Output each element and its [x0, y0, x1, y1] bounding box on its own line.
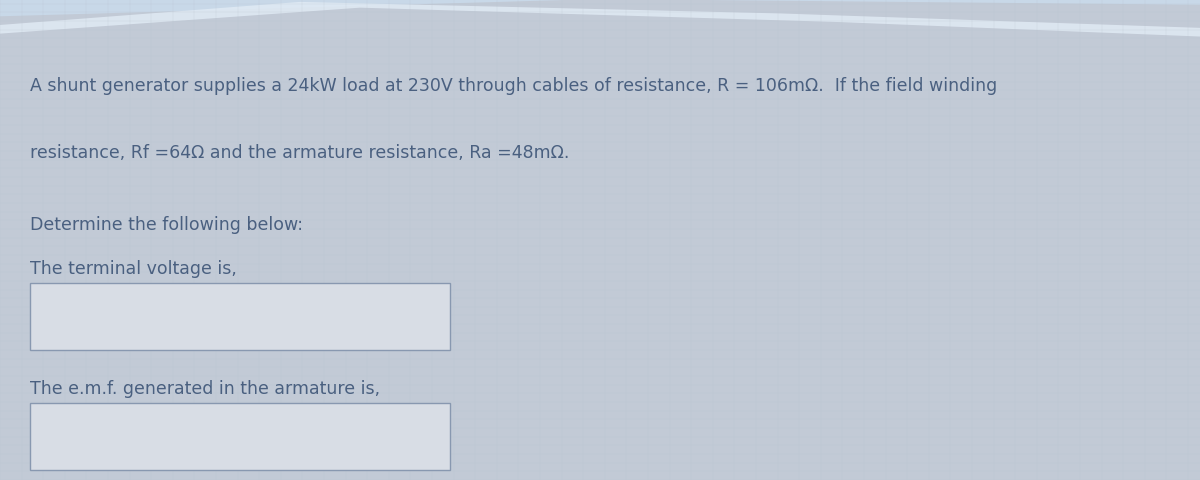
- Text: A shunt generator supplies a 24kW load at 230V through cables of resistance, R =: A shunt generator supplies a 24kW load a…: [30, 77, 997, 95]
- Text: The e.m.f. generated in the armature is,: The e.m.f. generated in the armature is,: [30, 379, 380, 397]
- Text: The terminal voltage is,: The terminal voltage is,: [30, 259, 236, 277]
- Text: resistance, Rf =64Ω and the armature resistance, Ra =48mΩ.: resistance, Rf =64Ω and the armature res…: [30, 144, 569, 162]
- Text: Determine the following below:: Determine the following below:: [30, 216, 302, 234]
- FancyBboxPatch shape: [30, 283, 450, 350]
- Polygon shape: [0, 3, 1200, 37]
- FancyBboxPatch shape: [30, 403, 450, 470]
- Polygon shape: [0, 0, 1200, 17]
